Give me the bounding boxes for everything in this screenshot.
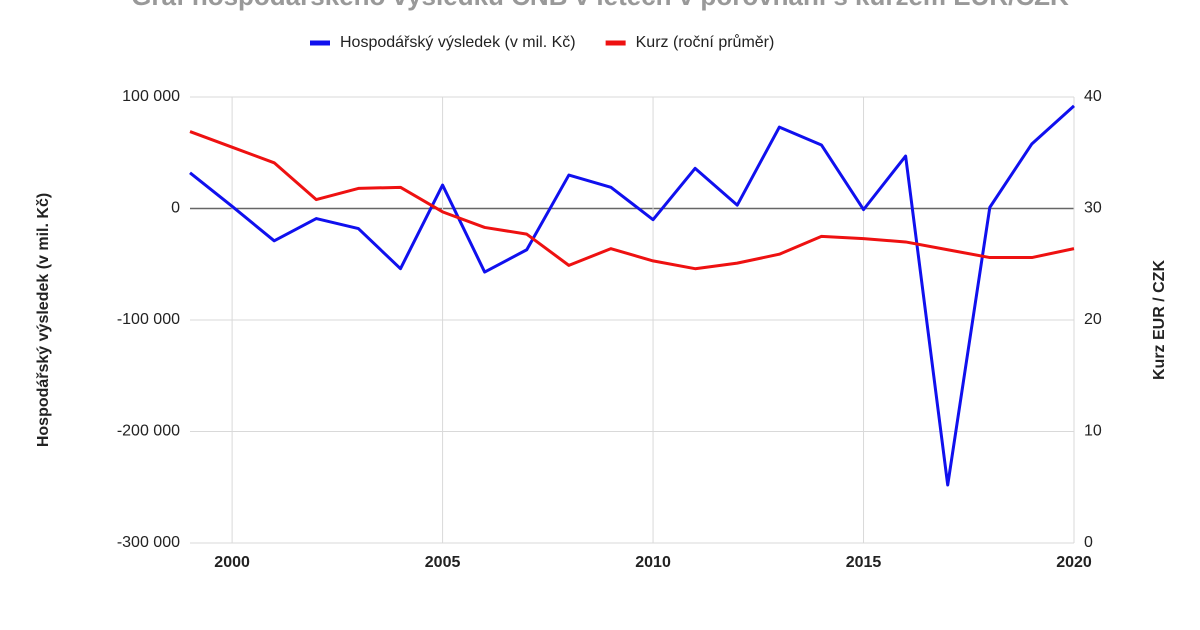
legend-label: Hospodářský výsledek (v mil. Kč) (340, 34, 576, 51)
y2-axis-label: Kurz EUR / CZK (1151, 260, 1168, 380)
y-tick-label: 100 000 (122, 88, 180, 105)
x-tick-label: 2005 (425, 554, 461, 571)
y2-tick-label: 40 (1084, 88, 1102, 105)
series-line (189, 104, 1076, 487)
y-tick-label: 0 (171, 200, 180, 217)
y-tick-label: -300 000 (117, 534, 180, 551)
series-line (189, 130, 1075, 271)
y-tick-label: -100 000 (117, 311, 180, 328)
y-axis-label: Hospodářský výsledek (v mil. Kč) (35, 193, 52, 447)
x-tick-label: 2020 (1056, 554, 1092, 571)
legend-label: Kurz (roční průměr) (636, 33, 775, 51)
x-tick-label: 2010 (635, 554, 671, 571)
y-tick-label: -200 000 (117, 423, 180, 440)
y2-tick-label: 20 (1084, 311, 1102, 328)
y2-tick-label: 0 (1084, 534, 1093, 551)
y2-tick-label: 30 (1084, 200, 1102, 217)
x-tick-label: 2015 (846, 554, 882, 571)
x-tick-label: 2000 (214, 554, 250, 571)
chart-title: Graf hospodářského výsledku ČNB v letech… (131, 0, 1069, 11)
y2-tick-label: 10 (1084, 423, 1102, 440)
